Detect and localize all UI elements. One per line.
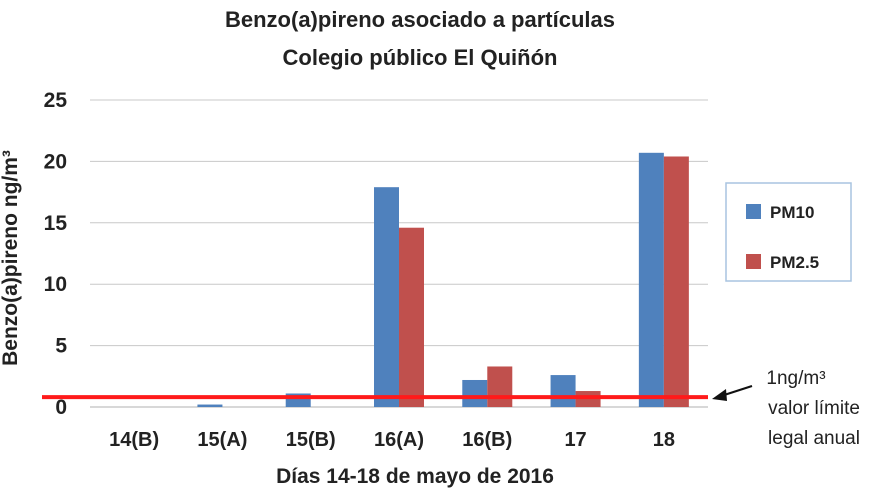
- reference-line-group: 1ng/m³ valor límite legal anual: [42, 368, 860, 449]
- x-tick-label: 16(A): [374, 429, 424, 451]
- x-tick-label: 18: [653, 429, 675, 451]
- chart-subtitle: Colegio público El Quiñón: [283, 45, 558, 70]
- x-tick-label: 15(A): [197, 429, 247, 451]
- y-axis-label: Benzo(a)pireno ng/m³: [0, 150, 22, 366]
- y-tick-label: 15: [44, 212, 68, 235]
- y-axis-ticks: 0 5 10 15 20 25: [44, 89, 68, 419]
- legend-swatch: [746, 204, 761, 219]
- x-axis-label: Días 14-18 de mayo de 2016: [276, 465, 554, 488]
- y-tick-label: 5: [55, 335, 67, 358]
- y-tick-label: 20: [44, 150, 67, 173]
- bar-pm25-16A: [399, 227, 424, 407]
- reference-label-line: legal anual: [768, 428, 860, 449]
- x-tick-label: 16(B): [462, 429, 512, 451]
- bar-pm10-16A: [374, 187, 399, 407]
- reference-label-line: 1ng/m³: [766, 368, 825, 389]
- legend-swatch: [746, 254, 761, 269]
- bar-pm10-17: [550, 375, 576, 407]
- chart-title: Benzo(a)pireno asociado a partículas: [225, 7, 615, 32]
- bar-pm10-18: [638, 152, 664, 407]
- x-tick-label: 17: [564, 429, 586, 451]
- y-tick-label: 10: [44, 273, 67, 296]
- x-axis-ticks: 14(B) 15(A) 15(B) 16(A) 16(B) 17 18: [109, 429, 675, 451]
- x-tick-label: 14(B): [109, 429, 159, 451]
- y-tick-label: 25: [44, 89, 68, 112]
- legend-label: PM10: [770, 203, 814, 222]
- bar-pm25-18: [663, 156, 689, 407]
- x-tick-label: 15(B): [286, 429, 336, 451]
- reference-label-line: valor límite: [768, 398, 860, 419]
- bar-pm10-16B: [462, 379, 488, 407]
- reference-arrow-head: [712, 389, 727, 401]
- bar-pm25-16B: [487, 366, 513, 407]
- legend: PM10 PM2.5: [725, 182, 852, 282]
- bars: [197, 152, 689, 407]
- y-tick-label: 0: [55, 396, 67, 419]
- legend-label: PM2.5: [770, 253, 819, 272]
- bar-pm10-15A: [197, 404, 223, 407]
